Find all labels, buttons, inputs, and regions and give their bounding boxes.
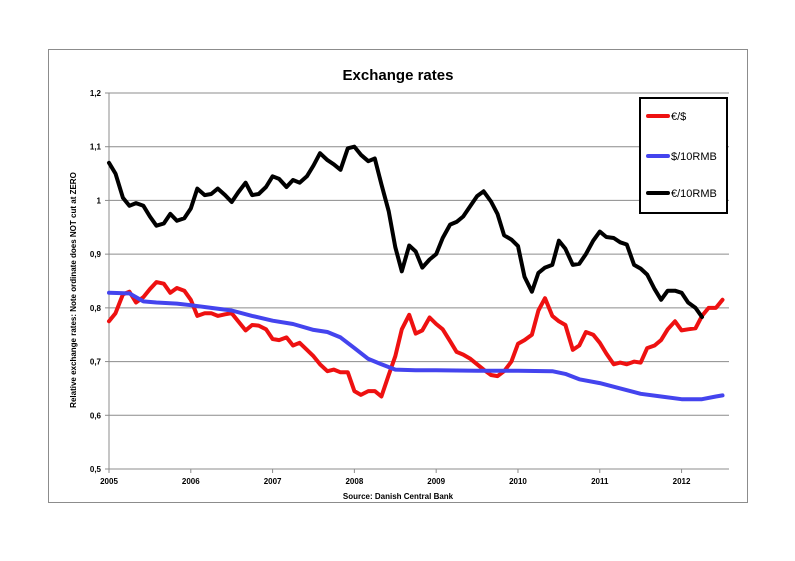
chart-area: Exchange rates 0,5 0,6 0,7 0,8 0,9 1 1,1 1,2 200…: [48, 49, 748, 503]
y-tick-label: 1,1: [90, 143, 102, 152]
x-tick-label: 2008: [345, 477, 363, 486]
legend-label-3: €/10RMB: [671, 188, 717, 200]
series-line-2: [107, 290, 725, 402]
y-tick-label: 1: [97, 196, 102, 205]
legend-label-1: €/$: [671, 111, 686, 123]
series-lines: [107, 144, 725, 402]
chart-svg: Exchange rates 0,5 0,6 0,7 0,8 0,9 1 1,1 1,2 200…: [69, 67, 729, 501]
chart-title: Exchange rates: [343, 67, 454, 84]
x-tick-label: 2012: [673, 477, 691, 486]
y-tick-label: 0,8: [90, 304, 102, 313]
y-tick-label: 0,6: [90, 411, 102, 420]
x-tick-label: 2010: [509, 477, 527, 486]
x-tick-label: 2011: [591, 477, 609, 486]
y-tick-label: 0,7: [90, 358, 102, 367]
x-axis-title: Source: Danish Central Bank: [343, 492, 454, 501]
x-tick-label: 2009: [427, 477, 445, 486]
series-line-1: [107, 280, 725, 399]
axes: [105, 92, 729, 473]
tick-labels: 0,5 0,6 0,7 0,8 0,9 1 1,1 1,2 2005 2006 2007 2008 20…: [90, 89, 691, 486]
series-line-3: [107, 144, 704, 319]
y-tick-label: 0,9: [90, 250, 102, 259]
x-tick-label: 2005: [100, 477, 118, 486]
x-tick-label: 2006: [182, 477, 200, 486]
y-tick-label: 0,5: [90, 465, 102, 474]
y-tick-label: 1,2: [90, 89, 102, 98]
gridlines: [109, 92, 729, 470]
y-axis-title: Relative exchange rates: Note ordinate d…: [69, 172, 78, 408]
legend-label-2: $/10RMB: [671, 151, 717, 163]
legend: €/$ $/10RMB €/10RMB: [639, 97, 728, 214]
x-tick-label: 2007: [264, 477, 282, 486]
